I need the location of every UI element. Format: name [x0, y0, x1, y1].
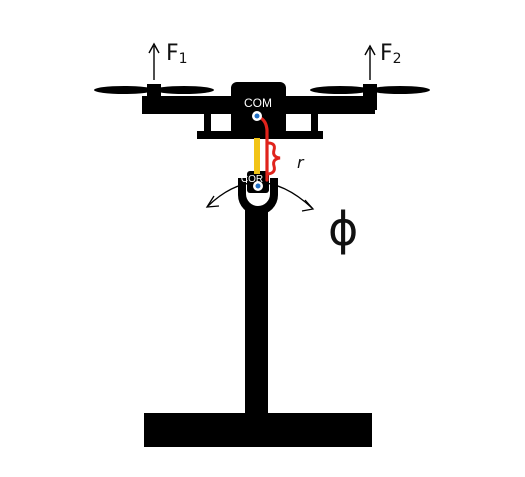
- force-right-symbol: F: [380, 41, 393, 66]
- propeller-left-a: [94, 86, 154, 94]
- rotation-arrowhead-right: [301, 199, 315, 212]
- cor-label: COR: [241, 174, 263, 185]
- propeller-left-b: [154, 86, 214, 94]
- com-label: COM: [244, 96, 272, 110]
- propeller-right-b: [370, 86, 430, 94]
- distance-label: r: [297, 153, 305, 172]
- arm-segment: [254, 138, 260, 174]
- force-right-subscript: 2: [393, 51, 402, 67]
- drone-body: [231, 82, 286, 136]
- stand-base: [144, 413, 372, 447]
- propeller-right-a: [310, 86, 370, 94]
- force-arrowhead-left: [148, 42, 160, 54]
- pivot-cradle: [238, 178, 278, 215]
- force-left-symbol: F: [166, 41, 179, 66]
- cor-marker: [253, 181, 263, 191]
- force-label-right: F2: [380, 41, 402, 67]
- skid-leg-right: [311, 112, 318, 134]
- force-left-subscript: 1: [179, 51, 188, 67]
- force-arrowhead-right: [364, 44, 376, 56]
- distance-brace: [266, 141, 281, 176]
- angle-label: ϕ: [328, 202, 358, 256]
- force-label-left: F1: [166, 41, 188, 67]
- rotation-arrowhead-left: [205, 195, 220, 208]
- stand-pole: [245, 208, 268, 415]
- com-marker: [252, 111, 262, 121]
- skid-leg-left: [204, 112, 211, 134]
